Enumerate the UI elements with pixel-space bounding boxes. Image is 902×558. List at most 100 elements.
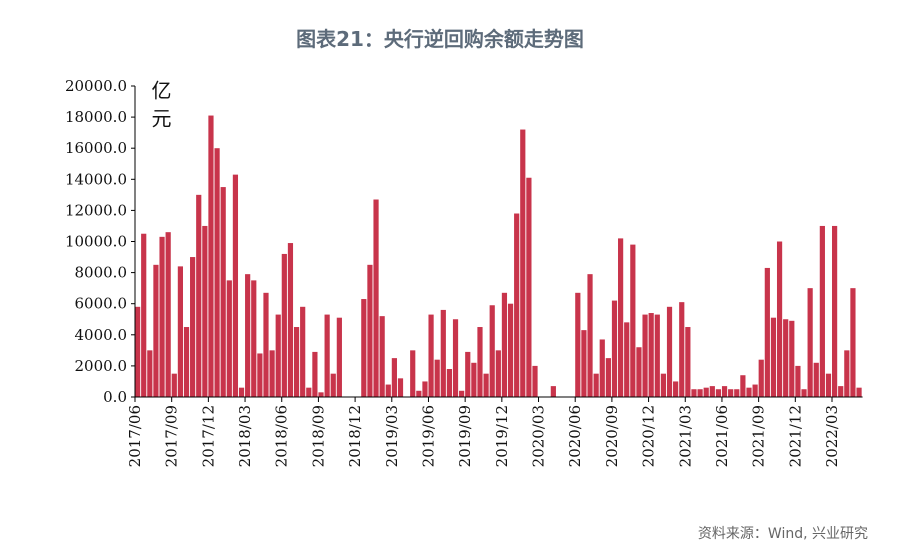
bar	[440, 309, 446, 397]
bar	[795, 365, 801, 397]
bar	[361, 299, 367, 397]
bar	[147, 350, 153, 397]
bar	[428, 314, 434, 397]
bar	[489, 305, 495, 397]
bar	[183, 327, 190, 397]
bar	[452, 319, 459, 397]
bar	[605, 358, 611, 397]
x-tick-label: 2018/03	[236, 405, 254, 467]
bar	[159, 236, 165, 397]
bar	[263, 292, 269, 397]
bar	[220, 187, 226, 397]
y-tick-label: 4000.0	[75, 326, 128, 344]
bar	[844, 350, 850, 397]
y-tick-label: 10000.0	[65, 233, 127, 251]
bar	[196, 194, 202, 397]
bar	[367, 264, 373, 397]
bar	[776, 241, 783, 397]
y-tick-label: 0.0	[103, 388, 127, 406]
bar	[177, 266, 183, 397]
bar	[611, 300, 618, 397]
x-tick-label: 2017/06	[126, 405, 144, 467]
bar	[465, 351, 471, 397]
bar	[618, 238, 624, 397]
bar	[630, 244, 636, 397]
bar	[330, 373, 336, 397]
y-axis-label: 亿元	[148, 80, 172, 136]
bar	[746, 387, 752, 397]
x-tick-label: 2019/06	[419, 405, 437, 467]
bar	[691, 389, 697, 397]
y-tick-label: 14000.0	[65, 170, 127, 188]
bar	[318, 392, 324, 397]
bar	[507, 303, 514, 397]
chart-title: 图表21：央行逆回购余额走势图	[296, 27, 584, 51]
y-tick-label: 20000.0	[65, 77, 127, 95]
bar	[679, 302, 685, 397]
bar	[752, 384, 758, 397]
bar	[819, 225, 825, 397]
bar	[336, 317, 342, 397]
bar	[550, 386, 556, 397]
bar	[709, 386, 715, 397]
bar	[171, 373, 177, 397]
bar	[660, 373, 667, 397]
bar	[648, 313, 654, 397]
bar	[734, 389, 740, 397]
bar	[581, 330, 587, 397]
bar	[764, 267, 770, 397]
bar	[758, 359, 764, 397]
x-tick-label: 2017/09	[163, 405, 181, 467]
bar	[385, 384, 391, 397]
bar	[801, 389, 807, 397]
bar	[153, 264, 159, 397]
bar	[673, 381, 679, 397]
bar	[624, 322, 630, 397]
bar	[416, 390, 422, 397]
bar	[214, 148, 220, 397]
bar	[397, 378, 404, 397]
bar	[642, 314, 648, 397]
bar	[141, 233, 147, 397]
bar	[740, 375, 746, 397]
y-tick-label: 8000.0	[75, 264, 128, 282]
y-tick-label: 16000.0	[65, 139, 127, 157]
bar	[410, 350, 416, 397]
bar	[245, 274, 251, 397]
bar	[312, 351, 318, 397]
bar	[287, 243, 294, 397]
x-tick-label: 2019/12	[493, 405, 511, 467]
bar	[446, 369, 453, 397]
bar	[257, 353, 263, 397]
bar	[685, 327, 691, 397]
bar	[477, 327, 483, 397]
x-tick-label: 2018/12	[346, 405, 364, 467]
bar	[251, 280, 257, 397]
bar	[697, 389, 703, 397]
y-tick-label: 6000.0	[75, 295, 128, 313]
x-tick-label: 2021/09	[750, 405, 768, 467]
x-tick-label: 2022/03	[823, 405, 841, 467]
bar	[293, 327, 300, 397]
bar	[238, 387, 245, 397]
y-tick-label: 2000.0	[75, 357, 128, 375]
x-tick-label: 2018/09	[309, 405, 327, 467]
x-tick-label: 2020/03	[530, 405, 548, 467]
bar	[324, 314, 330, 397]
bar	[832, 225, 838, 397]
bar	[501, 292, 508, 397]
bar	[300, 306, 306, 397]
bar	[587, 274, 593, 397]
bar	[306, 387, 312, 397]
bar	[838, 386, 844, 397]
bar	[715, 389, 722, 397]
bar	[593, 373, 599, 397]
bar	[666, 306, 673, 397]
bar	[483, 373, 489, 397]
source-note: 资料来源：Wind, 兴业研究	[698, 526, 868, 542]
bar	[825, 373, 832, 397]
bar	[165, 232, 171, 397]
x-tick-label: 2019/09	[456, 405, 474, 467]
bar	[434, 359, 440, 397]
bar	[208, 115, 214, 398]
